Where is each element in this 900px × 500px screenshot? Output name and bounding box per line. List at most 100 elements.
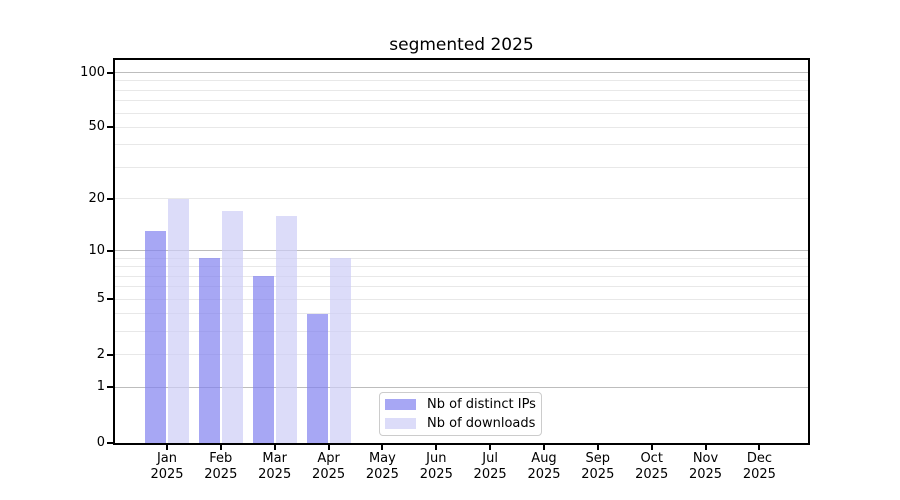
x-tick-month-jan: Jan (156, 451, 178, 466)
x-tick-month-dec: Dec (746, 451, 772, 466)
legend-label-downloads: Nb of downloads (427, 415, 536, 431)
bar-downloads-mar (275, 215, 297, 443)
x-tick-label-aug: Aug 2025 (516, 451, 572, 483)
bar-downloads-apr (329, 258, 351, 443)
plot-inner (115, 60, 808, 443)
x-tick-month-sep: Sep (585, 451, 611, 466)
legend-item-distinct-ips: Nb of distinct IPs (385, 397, 536, 413)
x-tick-month-feb: Feb (209, 451, 233, 466)
y-tick-mark-10 (107, 249, 113, 252)
legend-box: Nb of distinct IPs Nb of downloads (379, 392, 542, 436)
x-tick-year-dec: 2025 (742, 467, 776, 482)
gridline-minor-4 (115, 313, 808, 315)
y-tick-label-5: 5 (96, 291, 105, 307)
y-tick-mark-5 (107, 298, 113, 301)
gridline-major-1 (115, 386, 808, 388)
plot-area (113, 58, 810, 445)
x-tick-year-jul: 2025 (473, 467, 507, 482)
x-tick-mark-feb (219, 445, 222, 450)
y-tick-mark-100 (107, 71, 113, 74)
legend-label-distinct-ips: Nb of distinct IPs (427, 397, 536, 413)
legend-swatch-distinct-ips (385, 399, 416, 411)
gridline-minor-9 (115, 257, 808, 259)
y-tick-label-1: 1 (96, 379, 105, 395)
x-tick-label-oct: Oct 2025 (624, 451, 680, 483)
x-tick-label-nov: Nov 2025 (678, 451, 734, 483)
x-tick-label-jul: Jul 2025 (462, 451, 518, 483)
x-tick-label-apr: Apr 2025 (301, 451, 357, 483)
y-tick-mark-50 (107, 126, 113, 129)
x-tick-mark-may (381, 445, 384, 450)
gridline-minor-7 (115, 275, 808, 277)
gridline-minor-50 (115, 126, 808, 128)
x-tick-label-mar: Mar 2025 (247, 451, 303, 483)
x-tick-mark-sep (596, 445, 599, 450)
bar-distinct-ips-apr (306, 313, 328, 443)
bar-distinct-ips-feb (198, 258, 220, 443)
gridline-minor-40 (115, 144, 808, 146)
gridline-minor-5 (115, 298, 808, 300)
x-tick-mark-apr (327, 445, 330, 450)
x-tick-mark-mar (273, 445, 276, 450)
x-tick-label-dec: Dec 2025 (731, 451, 787, 483)
x-tick-label-jan: Jan 2025 (139, 451, 195, 483)
x-tick-mark-jul (489, 445, 492, 450)
y-tick-label-20: 20 (88, 190, 105, 206)
bar-distinct-ips-mar (252, 276, 274, 443)
y-tick-mark-20 (107, 197, 113, 200)
y-tick-label-0: 0 (96, 435, 105, 450)
gridline-minor-80 (115, 89, 808, 91)
y-tick-label-100: 100 (80, 64, 105, 80)
x-tick-month-oct: Oct (640, 451, 663, 466)
x-tick-mark-jun (435, 445, 438, 450)
x-tick-year-oct: 2025 (635, 467, 669, 482)
x-tick-month-nov: Nov (692, 451, 719, 466)
gridline-minor-70 (115, 100, 808, 102)
gridline-major-100 (115, 72, 808, 73)
x-tick-month-jun: Jun (426, 451, 447, 466)
x-tick-label-jun: Jun 2025 (408, 451, 464, 483)
x-tick-mark-jan (166, 445, 168, 450)
bar-distinct-ips-jan (145, 231, 166, 443)
y-tick-mark-0 (107, 442, 113, 444)
gridline-minor-3 (115, 331, 808, 333)
gridline-minor-8 (115, 266, 808, 268)
x-tick-label-may: May 2025 (354, 451, 410, 483)
x-tick-month-jul: Jul (482, 451, 498, 466)
gridline-minor-60 (115, 112, 808, 114)
x-tick-month-may: May (368, 451, 396, 466)
x-tick-year-nov: 2025 (688, 467, 723, 482)
gridline-major-10 (115, 250, 808, 251)
x-tick-year-feb: 2025 (204, 467, 238, 482)
x-tick-label-feb: Feb 2025 (193, 451, 249, 483)
x-tick-mark-aug (543, 445, 545, 450)
x-tick-year-may: 2025 (365, 467, 399, 482)
bar-downloads-jan (168, 198, 189, 443)
y-tick-label-50: 50 (88, 119, 105, 135)
gridline-minor-2 (115, 354, 808, 356)
x-tick-mark-nov (704, 445, 707, 450)
x-tick-year-mar: 2025 (258, 467, 292, 482)
x-tick-year-aug: 2025 (527, 467, 561, 482)
chart-title: segmented 2025 (389, 35, 534, 55)
x-tick-year-sep: 2025 (581, 467, 615, 482)
x-tick-year-jun: 2025 (419, 467, 453, 482)
bar-downloads-feb (221, 211, 243, 443)
x-tick-year-jan: 2025 (150, 467, 184, 482)
gridline-minor-20 (115, 198, 808, 200)
y-tick-label-10: 10 (88, 242, 105, 258)
x-tick-month-mar: Mar (262, 451, 287, 466)
gridline-minor-6 (115, 286, 808, 288)
x-tick-month-aug: Aug (531, 451, 557, 466)
x-tick-mark-oct (650, 445, 653, 450)
x-tick-month-apr: Apr (317, 451, 340, 466)
y-tick-mark-2 (107, 353, 113, 356)
legend-swatch-downloads (385, 417, 416, 429)
x-tick-label-sep: Sep 2025 (570, 451, 626, 483)
y-tick-mark-1 (107, 386, 113, 389)
gridline-minor-90 (115, 80, 808, 82)
legend-item-downloads: Nb of downloads (385, 415, 536, 432)
x-tick-year-apr: 2025 (312, 467, 346, 482)
x-tick-mark-dec (758, 445, 761, 450)
